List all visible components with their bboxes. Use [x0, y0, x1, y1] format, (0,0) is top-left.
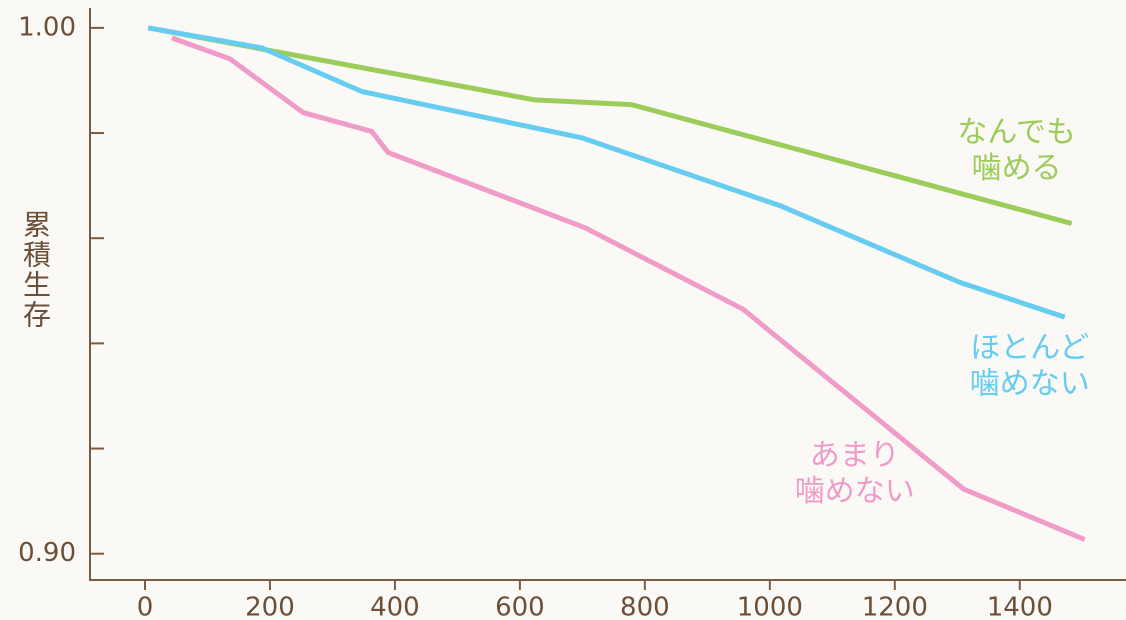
series-label: 噛めない [970, 367, 1090, 402]
x-tick-label: 1400 [987, 593, 1053, 620]
y-axis-label: 累積生存 [19, 210, 52, 330]
x-tick-label: 1200 [862, 593, 928, 620]
x-tick-label: 600 [495, 593, 545, 620]
x-tick-label: 400 [370, 593, 420, 620]
x-tick-label: 200 [245, 593, 295, 620]
series-label: なんでも [957, 115, 1076, 150]
series-label: 噛める [972, 151, 1062, 186]
y-tick-label: 1.00 [18, 12, 76, 42]
series-line [159, 27, 1073, 226]
series-line [171, 35, 1086, 542]
x-tick-label: 1000 [737, 593, 803, 620]
series-label: ほとんど [970, 331, 1089, 366]
y-tick-label: 0.90 [18, 538, 76, 568]
series-line [147, 25, 1066, 320]
series-label: 噛めない [795, 474, 915, 509]
series-label: あまり [810, 438, 900, 473]
x-tick-label: 0 [137, 593, 154, 620]
x-tick-label: 800 [620, 593, 670, 620]
